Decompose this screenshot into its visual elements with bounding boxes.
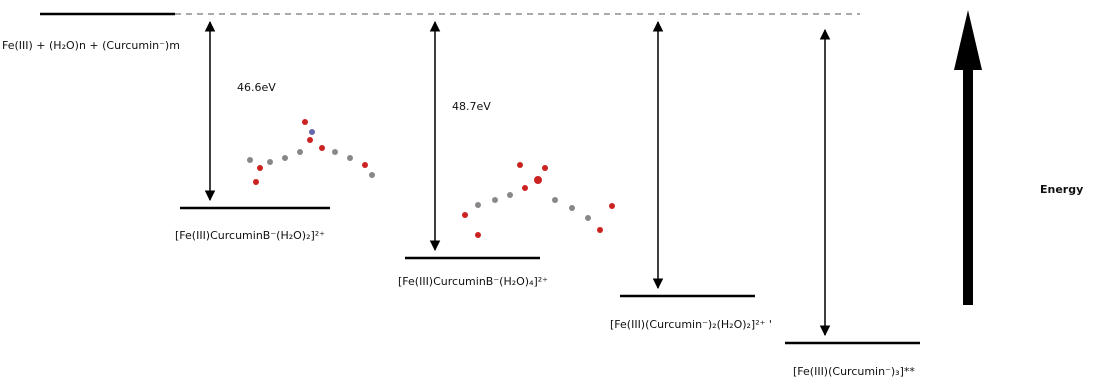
energy-diagram: Fe(III) + (H₂O)n + (Curcumin⁻)m 46.6eV [… xyxy=(0,0,1096,383)
molecule-1 xyxy=(247,119,375,185)
molecule-2 xyxy=(462,162,615,238)
level-label: [Fe(III)CurcuminB⁻(H₂O)₂]²⁺ xyxy=(175,229,325,242)
level-label: [Fe(III)CurcuminB⁻(H₂O)₄]²⁺ xyxy=(398,275,548,288)
axis-label: Energy xyxy=(1040,183,1083,196)
level-label: [Fe(III)(Curcumin⁻)₃]** xyxy=(793,365,915,378)
top-level-label: Fe(III) + (H₂O)n + (Curcumin⁻)m xyxy=(2,39,180,52)
energy-arrow xyxy=(954,10,982,305)
gap-label: 46.6eV xyxy=(237,81,276,94)
level-label: [Fe(III)(Curcumin⁻)₂(H₂O)₂]²⁺ ' xyxy=(610,318,772,331)
page: Fe(III) + (H₂O)n + (Curcumin⁻)m 46.6eV [… xyxy=(0,0,1096,387)
gap-label: 48.7eV xyxy=(452,100,491,113)
